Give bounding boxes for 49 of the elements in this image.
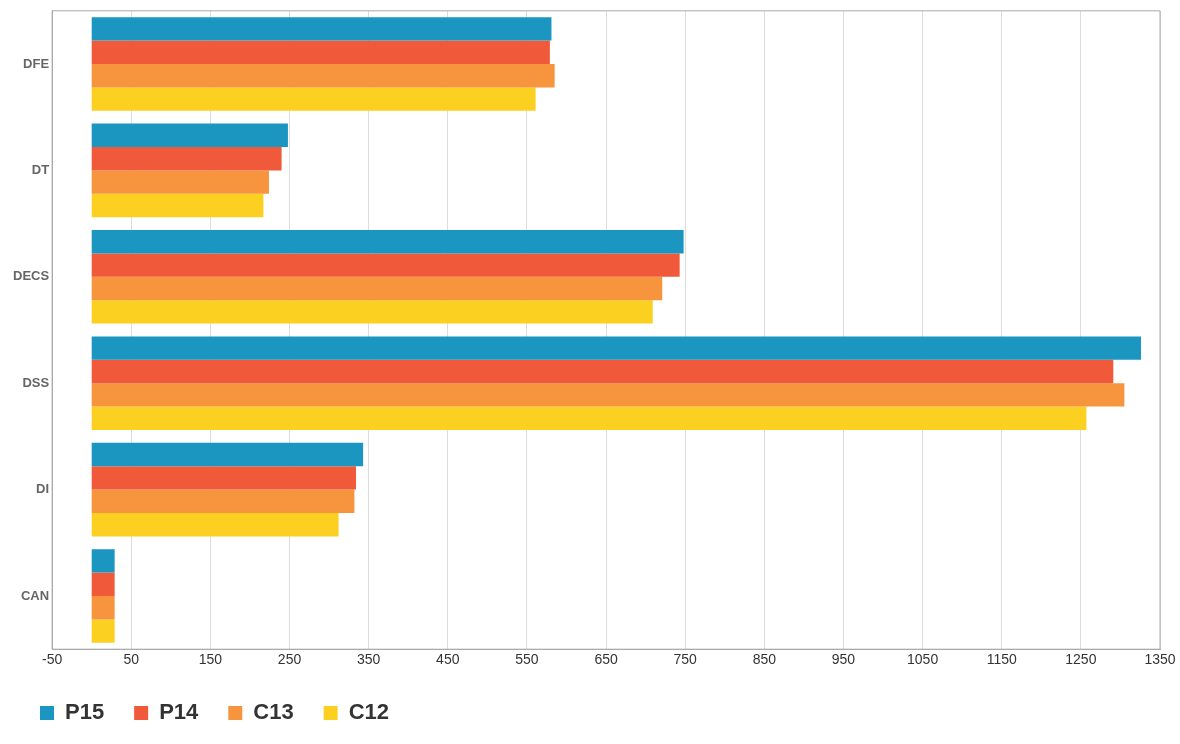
x-tick-label: 1350 (1144, 651, 1176, 668)
bar (91, 276, 663, 301)
x-tick-label: 1050 (907, 651, 939, 668)
bar (91, 619, 115, 643)
x-tick-label: -50 (42, 651, 63, 668)
bar (91, 572, 115, 596)
x-tick-label: 150 (198, 651, 223, 668)
bar (91, 442, 364, 467)
x-tick-label: 850 (752, 651, 777, 668)
x-tick-label: 950 (831, 651, 856, 668)
legend-label: C13 (253, 699, 294, 725)
bar (91, 383, 1125, 407)
legend-label: P15 (65, 699, 105, 725)
bar (91, 336, 1142, 360)
bar (91, 87, 536, 111)
bar (91, 123, 288, 147)
x-tick-label: 650 (594, 651, 618, 668)
x-tick-label: 1250 (1065, 651, 1097, 668)
bar (91, 406, 1087, 431)
x-tick-label: 50 (123, 651, 140, 668)
y-tick-label: CAN (20, 587, 50, 603)
y-tick-label: DFE (23, 55, 50, 71)
y-tick-label: DECS (12, 268, 50, 284)
x-tick-label: 450 (436, 651, 460, 668)
y-tick-label: DSS (22, 374, 50, 390)
bar (91, 359, 1114, 384)
x-tick-label: 1150 (986, 651, 1017, 668)
bar (91, 489, 355, 514)
bar (91, 596, 115, 620)
y-tick-label: DI (36, 481, 50, 497)
x-tick-label: 550 (515, 651, 539, 668)
y-tick-label: DT (31, 161, 50, 177)
x-tick-label: 250 (277, 651, 302, 668)
bar (91, 146, 282, 171)
bar (91, 64, 555, 88)
bar (91, 549, 115, 573)
bar (91, 229, 684, 254)
legend-label: P14 (159, 699, 200, 725)
bar (91, 17, 552, 41)
bar (91, 40, 550, 64)
bar (91, 300, 653, 324)
x-tick-label: 750 (673, 651, 698, 668)
bar (91, 193, 264, 218)
x-tick-label: 350 (356, 651, 381, 668)
bar (91, 466, 356, 490)
legend-label: C12 (348, 699, 390, 725)
bar (91, 170, 269, 194)
bar (91, 513, 339, 537)
bar (91, 253, 680, 277)
